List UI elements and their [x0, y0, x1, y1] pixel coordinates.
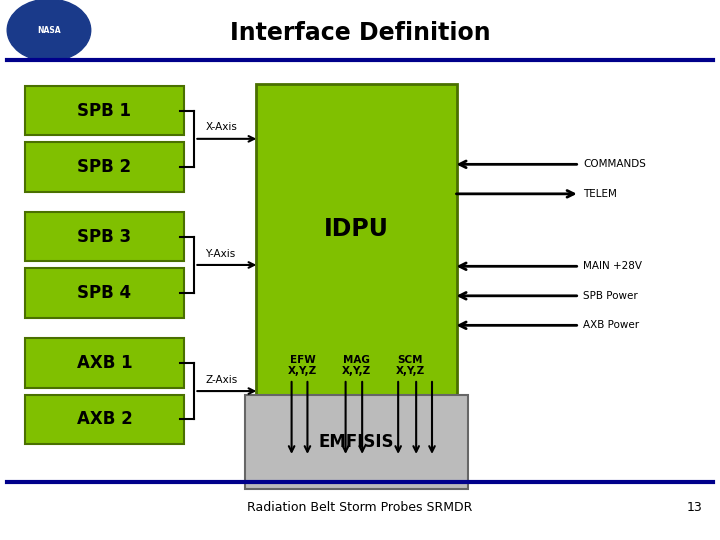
Text: EFW
X,Y,Z: EFW X,Y,Z	[288, 355, 317, 376]
Text: Radiation Belt Storm Probes SRMDR: Radiation Belt Storm Probes SRMDR	[247, 501, 473, 514]
Text: NASA: NASA	[37, 26, 60, 35]
FancyBboxPatch shape	[25, 268, 184, 318]
Text: IDPU: IDPU	[324, 217, 389, 241]
FancyBboxPatch shape	[25, 86, 184, 136]
Text: MAIN +28V: MAIN +28V	[583, 261, 642, 271]
Text: Z-Axis: Z-Axis	[205, 375, 238, 384]
FancyBboxPatch shape	[256, 84, 457, 454]
Text: X-Axis: X-Axis	[205, 123, 237, 132]
Text: AXB Power: AXB Power	[583, 320, 639, 330]
FancyBboxPatch shape	[25, 338, 184, 388]
Circle shape	[7, 0, 91, 61]
Text: SPB 1: SPB 1	[78, 102, 131, 120]
Text: SPB Power: SPB Power	[583, 291, 638, 301]
Text: TELEM: TELEM	[583, 189, 617, 199]
Text: SPB 3: SPB 3	[77, 228, 132, 246]
FancyBboxPatch shape	[25, 143, 184, 192]
Text: MAG
X,Y,Z: MAG X,Y,Z	[342, 355, 371, 376]
Text: Y-Axis: Y-Axis	[205, 248, 235, 259]
FancyBboxPatch shape	[25, 212, 184, 261]
Text: SPB 2: SPB 2	[77, 158, 132, 176]
FancyBboxPatch shape	[25, 395, 184, 444]
Text: SPB 4: SPB 4	[77, 284, 132, 302]
Text: SCM
X,Y,Z: SCM X,Y,Z	[396, 355, 425, 376]
Text: COMMANDS: COMMANDS	[583, 159, 646, 170]
FancyBboxPatch shape	[245, 395, 468, 489]
Text: 13: 13	[686, 501, 702, 514]
Text: AXB 1: AXB 1	[76, 354, 132, 372]
Text: EMFISIS: EMFISIS	[319, 433, 394, 451]
Text: Interface Definition: Interface Definition	[230, 21, 490, 45]
Text: AXB 2: AXB 2	[76, 410, 132, 428]
